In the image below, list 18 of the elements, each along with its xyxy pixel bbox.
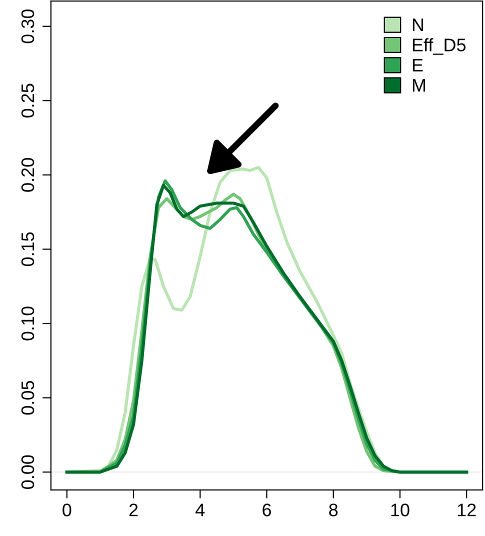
y-tick-label: 0.30 [21,9,34,44]
x-tick-label: 2 [129,504,138,516]
x-tick-label: 12 [458,504,476,516]
y-tick-label: 0.00 [21,455,34,489]
x-tick-label: 0 [62,504,72,516]
y-tick-label: 0.20 [21,158,34,192]
legend-label: Eff_D5 [412,38,466,55]
legend-label: E [412,58,423,72]
legend-label: N [412,18,424,32]
x-tick-label: 8 [329,504,338,516]
legend-label: M [412,79,426,92]
y-tick-label: 0.25 [21,84,34,118]
x-tick-label: 6 [262,504,271,516]
y-tick-label: 0.10 [21,306,34,340]
y-tick-label: 0.15 [21,232,34,266]
x-tick-label: 4 [196,504,205,516]
y-tick-label: 0.05 [21,380,34,415]
x-tick-label: 10 [391,504,410,516]
